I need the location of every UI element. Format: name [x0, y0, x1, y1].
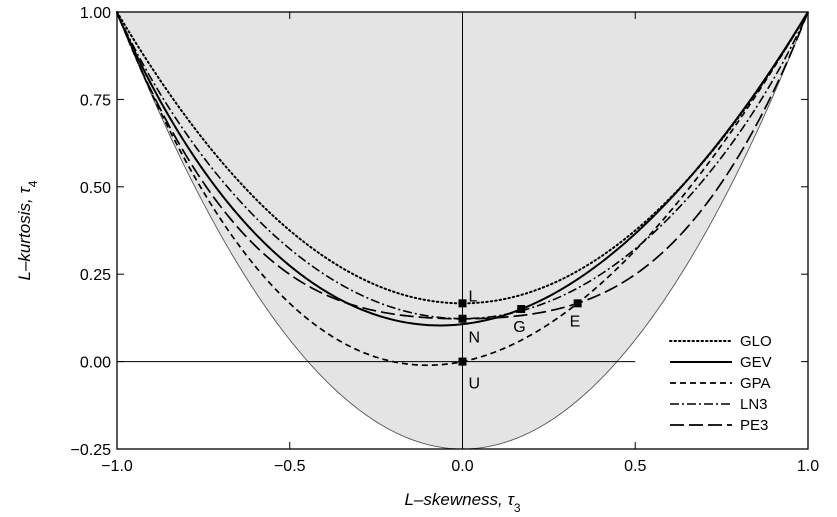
- x-tick-label: −1.0: [101, 458, 133, 475]
- point-l: [458, 299, 467, 308]
- x-tick-label: 0.0: [451, 458, 473, 475]
- ticks-layer: −1.0 −0.5 0.0 0.5 1.0 −0.25 0.00 0.25 0.50 0.75 1.…: [71, 5, 820, 475]
- point-label-e: E: [570, 313, 581, 330]
- series-ln3: [116, 12, 809, 320]
- legend-label-gpa: GPA: [740, 375, 771, 392]
- x-tick-label: 1.0: [797, 458, 819, 475]
- point-u: [458, 357, 467, 366]
- x-tick-label: 0.5: [624, 458, 646, 475]
- legend-label-ln3: LN3: [740, 396, 768, 413]
- y-tick-label: 0.50: [80, 180, 111, 197]
- y-tick-label: 0.25: [80, 267, 111, 284]
- point-label-u: U: [469, 376, 481, 393]
- legend-label-gev: GEV: [740, 354, 772, 371]
- y-tick-label: 0.75: [80, 92, 111, 109]
- point-n: [458, 314, 467, 323]
- point-g: [517, 305, 526, 314]
- series-gev: [116, 11, 809, 327]
- y-tick-label: 1.00: [80, 5, 111, 22]
- x-tick-label: −0.5: [274, 458, 306, 475]
- legend: GLO GEV GPA LN3 PE3: [669, 333, 772, 434]
- y-tick-label: −0.25: [71, 442, 112, 459]
- y-tick-label: 0.00: [80, 355, 111, 372]
- y-axis-label: L–kurtosis, τ4: [15, 180, 40, 280]
- point-e: [573, 299, 582, 308]
- points-layer: L N U G E: [458, 288, 582, 393]
- legend-label-glo: GLO: [740, 333, 772, 350]
- x-axis-label: L–skewness, τ3: [404, 490, 520, 515]
- legend-label-pe3: PE3: [740, 417, 768, 434]
- point-label-l: L: [469, 288, 478, 305]
- point-label-n: N: [469, 330, 481, 347]
- point-label-g: G: [513, 319, 525, 336]
